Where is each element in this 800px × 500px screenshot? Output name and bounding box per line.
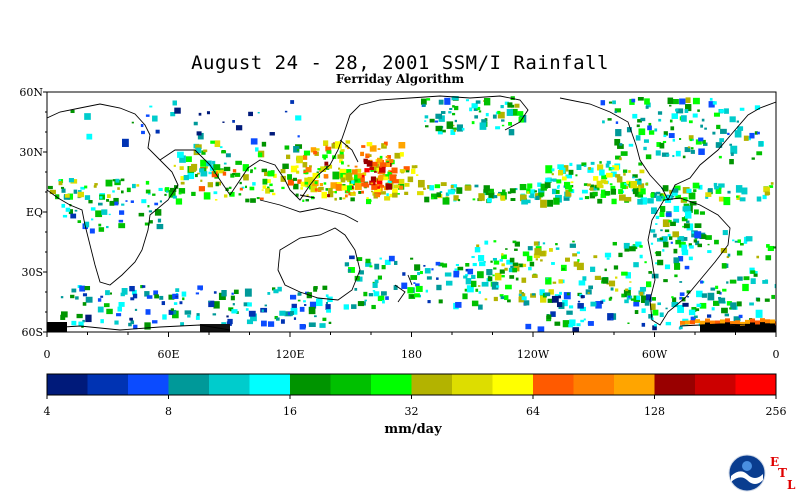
lon-label: 60E	[157, 348, 179, 361]
longitude-ticks	[46, 332, 777, 337]
colorbar-tick-label: 16	[283, 405, 297, 418]
colorbar	[46, 373, 777, 399]
colorbar-swatch	[695, 374, 736, 395]
colorbar-tick-label: 64	[526, 405, 540, 418]
lon-label: 0	[773, 348, 780, 361]
colorbar-swatch	[411, 374, 453, 395]
coast-maritime	[259, 194, 359, 223]
map-title: August 24 - 28, 2001 SSM/I Rainfall	[191, 52, 609, 74]
etl-letter-e: E	[770, 455, 780, 469]
colorbar-swatch	[573, 374, 615, 395]
colorbar-swatch	[533, 374, 574, 395]
coast-south-america	[647, 197, 731, 326]
colorbar-tick-label: 32	[405, 405, 419, 418]
latitude-labels: 60N 30N EQ 30S 60S	[19, 86, 43, 339]
colorbar-swatch	[128, 374, 169, 395]
colorbar-swatch	[452, 374, 493, 395]
coastlines	[47, 95, 776, 331]
colorbar-tick-label: 4	[44, 405, 51, 418]
coast-arabia-asia	[159, 95, 529, 201]
etl-letter-t: T	[778, 466, 787, 480]
colorbar-swatch	[168, 374, 210, 395]
coast-antarctica	[47, 323, 776, 331]
colorbar-swatch	[290, 374, 331, 395]
coast-africa-europe	[47, 103, 179, 286]
lat-label: 30N	[19, 146, 43, 159]
colorbar-swatch	[614, 374, 655, 395]
rainfall-field	[47, 96, 776, 332]
colorbar-swatch	[330, 374, 372, 395]
coast-north-america	[559, 97, 776, 202]
colorbar-swatch	[249, 374, 291, 395]
colorbar-swatch	[209, 374, 250, 395]
colorbar-swatch	[87, 374, 129, 395]
lon-label: 0	[44, 348, 51, 361]
coast-nz	[394, 274, 413, 303]
longitude-labels: 0 60E 120E 180 120W 60W 0	[44, 348, 780, 361]
latitude-ticks	[43, 91, 47, 333]
lat-label: EQ	[26, 206, 43, 219]
etl-letter-l: L	[787, 478, 796, 492]
colorbar-swatch	[654, 374, 696, 395]
colorbar-tick-label: 256	[766, 405, 787, 418]
colorbar-swatch	[371, 374, 412, 395]
map-subtitle: Ferriday Algorithm	[335, 72, 465, 86]
colorbar-labels: 4 8 16 32 64 128 256	[44, 405, 787, 418]
colorbar-swatch	[492, 374, 534, 395]
colorbar-tick-label: 128	[644, 405, 665, 418]
coast-japan	[339, 139, 359, 163]
noaa-logo	[728, 454, 766, 492]
lat-label: 60S	[21, 326, 43, 339]
colorbar-swatch	[47, 374, 88, 395]
colorbar-swatch	[735, 374, 777, 395]
lon-label: 120W	[517, 348, 550, 361]
lon-label: 60W	[642, 348, 668, 361]
lon-label: 180	[401, 348, 422, 361]
lon-label: 120E	[275, 348, 304, 361]
coast-australia	[277, 227, 361, 301]
lat-label: 30S	[21, 266, 43, 279]
lat-label: 60N	[19, 86, 43, 99]
colorbar-units: mm/day	[384, 422, 442, 437]
colorbar-tick-label: 8	[165, 405, 172, 418]
